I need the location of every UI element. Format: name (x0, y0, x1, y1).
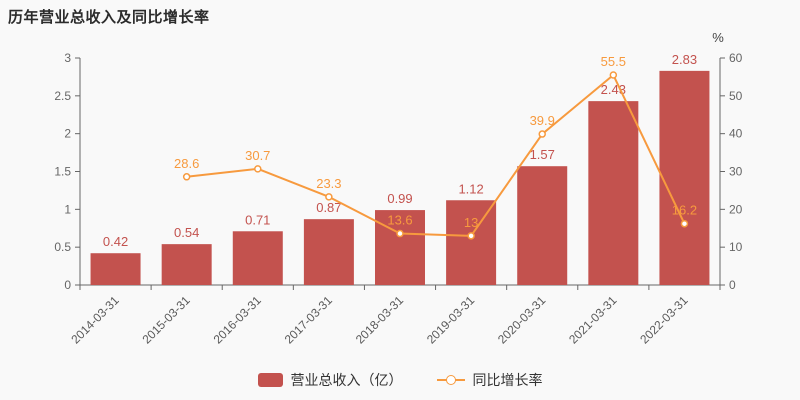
bar (303, 219, 354, 285)
legend-item-revenue[interactable]: 营业总收入（亿） (257, 370, 403, 390)
left-axis-tick-label: 3 (64, 51, 71, 65)
bar (588, 101, 639, 285)
growth-value-label: 30.7 (245, 148, 270, 163)
growth-line-point (467, 232, 475, 240)
bar (375, 210, 425, 285)
x-axis-category-label: 2022-03-31 (637, 293, 691, 347)
growth-line-point (680, 219, 689, 228)
growth-line-point (396, 229, 404, 238)
x-axis-category-label: 2019-03-31 (424, 293, 478, 347)
growth-line-point (609, 71, 618, 79)
x-axis-category-label: 2016-03-31 (211, 293, 265, 347)
growth-value-label: 55.5 (601, 54, 626, 69)
right-axis-unit: % (712, 30, 724, 45)
bar-value-label: 0.87 (316, 200, 341, 215)
growth-line-point (325, 193, 333, 201)
x-axis-category-label: 2017-03-31 (282, 293, 336, 347)
growth-line (186, 74, 686, 237)
growth-value-label: 16.2 (672, 203, 697, 218)
left-axis-tick-label: 1 (64, 202, 71, 216)
bar (517, 166, 568, 285)
legend-line-swatch-icon (436, 374, 465, 386)
bar-value-label: 0.99 (387, 191, 412, 206)
right-axis-tick-label: 20 (729, 202, 743, 216)
left-axis-tick-label: 1.5 (54, 165, 71, 179)
x-axis-category-label: 2014-03-31 (68, 293, 122, 347)
growth-line-point (254, 165, 262, 173)
growth-value-label: 13.6 (387, 213, 412, 228)
growth-line-point (538, 130, 546, 138)
bar-value-label: 0.54 (174, 225, 199, 240)
legend-growth-label: 同比增长率 (472, 372, 543, 388)
growth-value-label: 13 (464, 215, 478, 230)
chart-title: 历年营业总收入及同比增长率 (8, 9, 210, 26)
growth-value-label: 28.6 (174, 156, 199, 171)
legend-bar-swatch-icon (257, 373, 283, 387)
bar-value-label: 0.42 (103, 234, 128, 249)
right-axis-tick-label: 50 (729, 89, 743, 103)
bar (232, 231, 283, 285)
left-axis-tick-label: 0 (64, 278, 71, 292)
right-axis-tick-label: 30 (729, 165, 743, 179)
x-axis-category-label: 2018-03-31 (353, 293, 407, 347)
right-axis-tick-label: 0 (729, 278, 736, 292)
x-axis-category-label: 2021-03-31 (566, 293, 620, 347)
bar-value-label: 2.83 (672, 52, 697, 67)
legend-item-growth[interactable]: 同比增长率 (436, 370, 543, 390)
bar (659, 70, 710, 285)
growth-line-point (182, 173, 191, 181)
right-axis-tick-label: 40 (729, 127, 743, 141)
bar-value-label: 2.43 (601, 82, 626, 97)
growth-value-label: 23.3 (316, 176, 341, 191)
bar-value-label: 0.71 (245, 212, 270, 227)
right-axis-tick-label: 10 (729, 240, 743, 254)
left-axis-tick-label: 2.5 (54, 89, 71, 103)
legend: 营业总收入（亿） 同比增长率 (0, 366, 800, 394)
x-axis-category-label: 2020-03-31 (495, 293, 549, 347)
bar-value-label: 1.12 (458, 181, 483, 196)
legend-revenue-label: 营业总收入（亿） (290, 372, 403, 388)
x-axis-category-label: 2015-03-31 (139, 293, 193, 347)
right-axis-tick-label: 60 (729, 51, 743, 65)
growth-value-label: 39.9 (530, 113, 555, 128)
bar-value-label: 1.57 (530, 147, 555, 162)
left-axis-tick-label: 2 (64, 127, 71, 141)
bar (446, 200, 497, 285)
left-axis-tick-label: 0.5 (54, 240, 71, 254)
bar (90, 253, 141, 285)
bar (161, 244, 212, 285)
